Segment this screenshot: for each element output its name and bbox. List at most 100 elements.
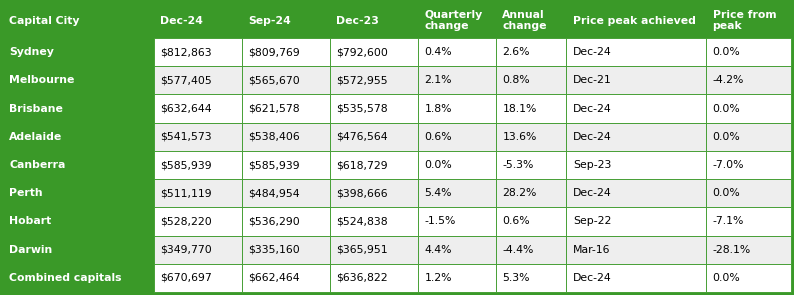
Bar xyxy=(154,94,242,123)
Text: $809,769: $809,769 xyxy=(249,47,300,57)
Bar xyxy=(3,94,154,123)
Bar xyxy=(3,123,154,151)
Bar xyxy=(566,66,707,94)
Bar xyxy=(418,207,496,235)
Bar xyxy=(3,66,154,94)
Bar xyxy=(3,235,154,264)
Bar xyxy=(707,66,791,94)
Text: 1.2%: 1.2% xyxy=(425,273,452,283)
Text: Canberra: Canberra xyxy=(10,160,66,170)
Text: 0.6%: 0.6% xyxy=(503,217,530,227)
Text: 13.6%: 13.6% xyxy=(503,132,537,142)
Text: Dec-23: Dec-23 xyxy=(337,16,380,25)
Text: $636,822: $636,822 xyxy=(337,273,388,283)
Bar xyxy=(330,235,418,264)
Bar xyxy=(154,123,242,151)
Bar xyxy=(496,207,566,235)
Bar xyxy=(330,179,418,207)
Text: $565,670: $565,670 xyxy=(249,75,300,85)
Text: Dec-24: Dec-24 xyxy=(572,47,611,57)
Bar xyxy=(418,235,496,264)
Bar xyxy=(154,207,242,235)
Text: -1.5%: -1.5% xyxy=(425,217,456,227)
Bar xyxy=(330,207,418,235)
Bar xyxy=(418,123,496,151)
Bar xyxy=(242,3,330,38)
Text: -7.0%: -7.0% xyxy=(712,160,744,170)
Text: 28.2%: 28.2% xyxy=(503,188,537,198)
Text: $524,838: $524,838 xyxy=(337,217,388,227)
Text: $541,573: $541,573 xyxy=(160,132,212,142)
Bar xyxy=(496,264,566,292)
Bar xyxy=(154,179,242,207)
Bar xyxy=(707,235,791,264)
Text: Brisbane: Brisbane xyxy=(10,104,64,114)
Text: $528,220: $528,220 xyxy=(160,217,212,227)
Bar xyxy=(3,38,154,66)
Bar xyxy=(242,235,330,264)
Text: Adelaide: Adelaide xyxy=(10,132,63,142)
Bar xyxy=(566,179,707,207)
Text: 0.0%: 0.0% xyxy=(712,273,740,283)
Bar xyxy=(242,179,330,207)
Bar xyxy=(330,3,418,38)
Text: 0.0%: 0.0% xyxy=(712,104,740,114)
Bar xyxy=(154,235,242,264)
Text: $398,666: $398,666 xyxy=(337,188,388,198)
Bar xyxy=(3,264,154,292)
Text: 5.3%: 5.3% xyxy=(503,273,530,283)
Bar xyxy=(566,235,707,264)
Bar xyxy=(496,94,566,123)
Bar xyxy=(566,3,707,38)
Bar xyxy=(3,151,154,179)
Bar xyxy=(566,151,707,179)
Text: $484,954: $484,954 xyxy=(249,188,300,198)
Text: $662,464: $662,464 xyxy=(249,273,300,283)
Bar xyxy=(566,264,707,292)
Text: Darwin: Darwin xyxy=(10,245,52,255)
Text: -4.2%: -4.2% xyxy=(712,75,744,85)
Bar xyxy=(242,264,330,292)
Text: Sydney: Sydney xyxy=(10,47,54,57)
Text: $538,406: $538,406 xyxy=(249,132,300,142)
Bar xyxy=(242,94,330,123)
Bar xyxy=(330,123,418,151)
Text: Dec-24: Dec-24 xyxy=(572,104,611,114)
Bar xyxy=(242,38,330,66)
Bar xyxy=(418,179,496,207)
Text: Quarterly
change: Quarterly change xyxy=(425,10,483,31)
Bar xyxy=(3,179,154,207)
Bar xyxy=(707,38,791,66)
Text: Price peak achieved: Price peak achieved xyxy=(572,16,696,25)
Text: Dec-21: Dec-21 xyxy=(572,75,611,85)
Text: 0.8%: 0.8% xyxy=(503,75,530,85)
Text: Hobart: Hobart xyxy=(10,217,52,227)
Bar xyxy=(418,38,496,66)
Bar xyxy=(3,207,154,235)
Bar xyxy=(566,94,707,123)
Text: -28.1%: -28.1% xyxy=(712,245,751,255)
Text: $536,290: $536,290 xyxy=(249,217,300,227)
Bar xyxy=(330,264,418,292)
Text: Dec-24: Dec-24 xyxy=(572,132,611,142)
Text: Sep-22: Sep-22 xyxy=(572,217,611,227)
Text: -7.1%: -7.1% xyxy=(712,217,744,227)
Text: 0.0%: 0.0% xyxy=(712,188,740,198)
Bar xyxy=(3,3,154,38)
Text: Sep-23: Sep-23 xyxy=(572,160,611,170)
Text: Dec-24: Dec-24 xyxy=(160,16,203,25)
Text: 1.8%: 1.8% xyxy=(425,104,452,114)
Text: Melbourne: Melbourne xyxy=(10,75,75,85)
Text: 18.1%: 18.1% xyxy=(503,104,537,114)
Text: Price from
peak: Price from peak xyxy=(712,10,777,31)
Bar xyxy=(566,38,707,66)
Text: $577,405: $577,405 xyxy=(160,75,212,85)
Bar xyxy=(707,123,791,151)
Text: $812,863: $812,863 xyxy=(160,47,212,57)
Text: 0.6%: 0.6% xyxy=(425,132,452,142)
Bar xyxy=(496,38,566,66)
Text: 0.0%: 0.0% xyxy=(712,132,740,142)
Bar xyxy=(154,66,242,94)
Bar xyxy=(418,151,496,179)
Text: Dec-24: Dec-24 xyxy=(572,273,611,283)
